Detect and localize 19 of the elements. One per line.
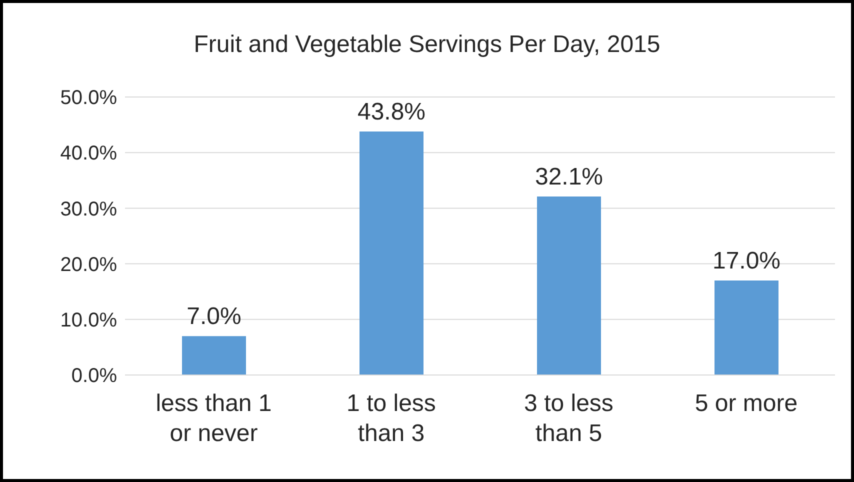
- y-tick-label: 0.0%: [71, 365, 118, 388]
- y-tick-label: 30.0%: [60, 198, 118, 220]
- y-tick-label: 40.0%: [60, 142, 118, 165]
- bar: [182, 336, 246, 375]
- y-tick-label: 10.0%: [60, 310, 118, 332]
- x-tick-label: less than 1 or never: [156, 390, 272, 447]
- bar: [537, 196, 601, 375]
- x-tick-label: 3 to less than 5: [524, 390, 614, 447]
- data-label: 7.0%: [186, 303, 242, 330]
- y-tick-label: 20.0%: [60, 254, 118, 276]
- data-label: 32.1%: [534, 164, 604, 191]
- y-tick-label: 50.0%: [60, 87, 118, 110]
- bar: [714, 280, 778, 375]
- x-tick-label: 1 to less than 3: [346, 390, 436, 447]
- data-label: 43.8%: [357, 98, 426, 126]
- x-tick-label: 5 or more: [694, 390, 798, 417]
- chart-title: Fruit and Vegetable Servings Per Day, 2015: [192, 31, 662, 59]
- bar: [360, 131, 424, 375]
- data-label: 17.0%: [712, 247, 781, 274]
